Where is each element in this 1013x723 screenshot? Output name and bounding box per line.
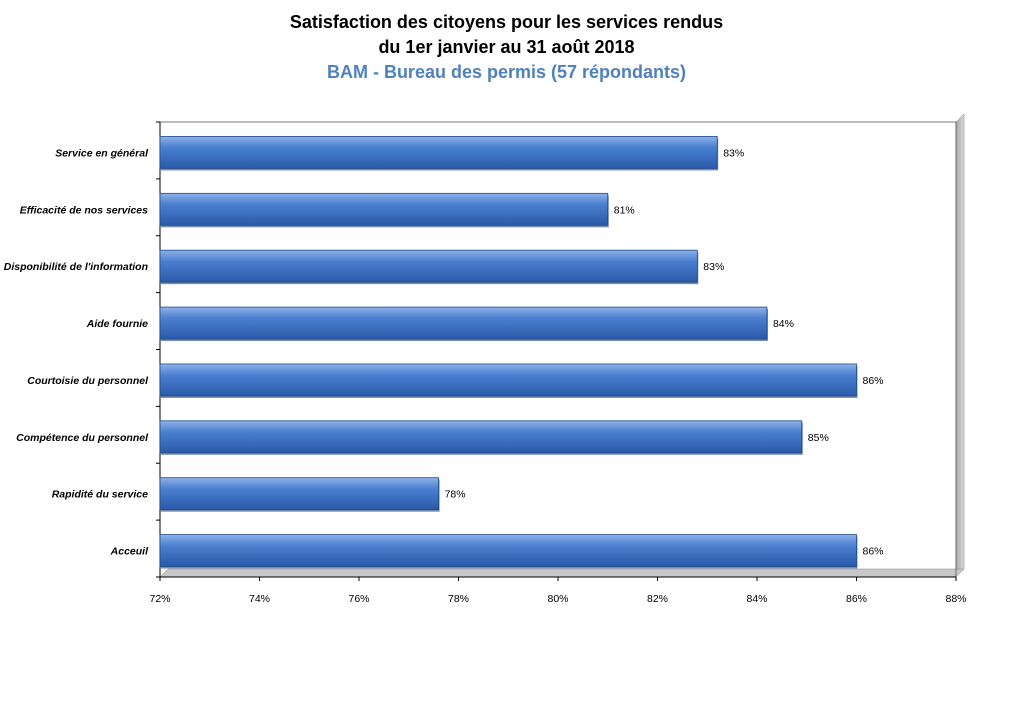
chart-subtitle: BAM - Bureau des permis (57 répondants) xyxy=(326,62,687,82)
x-tick-label: 72% xyxy=(149,593,170,605)
data-labels: 83% 81% 83% 84% 86% 85% 78% 86% xyxy=(445,147,884,557)
data-label: 83% xyxy=(723,147,744,159)
data-label: 86% xyxy=(863,375,884,387)
category-labels: Service en général Efficacité de nos serv… xyxy=(4,121,160,578)
bar xyxy=(159,192,609,226)
bar xyxy=(159,363,857,397)
data-label: 78% xyxy=(445,489,466,501)
x-tick-label: 80% xyxy=(547,593,568,605)
x-tick-label: 84% xyxy=(746,593,767,605)
x-tick-label: 74% xyxy=(249,593,270,605)
data-label: 81% xyxy=(614,204,635,216)
category-label: Acceuil xyxy=(110,546,149,558)
category-label: Compétence du personnel xyxy=(16,432,149,444)
chart-title-line-1: Satisfaction des citoyens pour les servi… xyxy=(289,12,724,32)
category-label: Service en général xyxy=(55,147,149,159)
x-tick-label: 86% xyxy=(846,593,867,605)
bar xyxy=(159,477,440,511)
data-label: 85% xyxy=(808,432,829,444)
x-tick-label: 76% xyxy=(348,593,369,605)
data-label: 84% xyxy=(773,318,794,330)
category-label: Disponibilité de l'information xyxy=(4,261,148,273)
category-label: Efficacité de nos services xyxy=(20,204,148,216)
category-label: Courtoisie du personnel xyxy=(27,375,149,387)
bar xyxy=(159,136,718,169)
x-tick-label: 78% xyxy=(448,593,469,605)
bar xyxy=(159,306,768,340)
x-tick-label: 82% xyxy=(647,593,668,605)
x-tick-label: 88% xyxy=(945,593,966,605)
data-label: 83% xyxy=(703,261,724,273)
bars-group xyxy=(159,136,858,569)
plot-side-wall xyxy=(955,113,965,578)
bar xyxy=(159,420,803,454)
data-label: 86% xyxy=(863,546,884,558)
bar xyxy=(159,534,857,567)
bar xyxy=(159,249,698,283)
plot-floor xyxy=(159,568,965,578)
category-label: Rapidité du service xyxy=(52,489,148,501)
category-label: Aide fournie xyxy=(86,318,148,330)
chart-title-line-2: du 1er janvier au 31 août 2018 xyxy=(378,37,635,57)
x-axis-ticks: 72% 74% 76% 78% 80% 82% 84% 86% 88% xyxy=(149,577,967,605)
